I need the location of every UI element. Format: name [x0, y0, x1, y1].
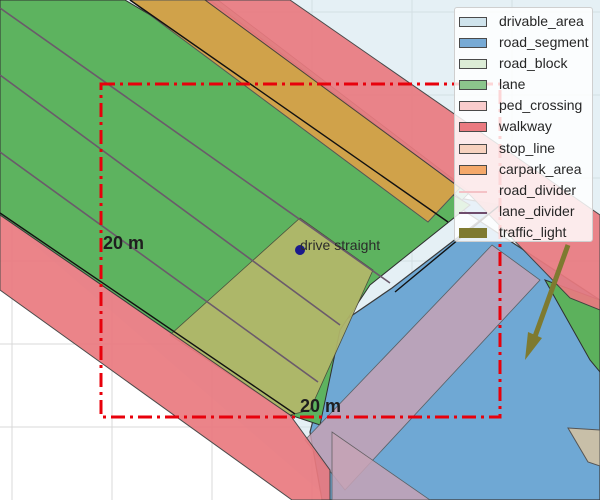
legend-label: stop_line [499, 139, 556, 156]
legend-swatch [459, 59, 487, 70]
stop-line-object [567, 427, 600, 467]
legend-item-ped-crossing: ped_crossing [459, 96, 592, 117]
distance-label-left: 20 m [103, 233, 145, 253]
ego-marker [295, 245, 305, 255]
legend-label: ped_crossing [499, 97, 583, 114]
legend-swatch [459, 143, 487, 154]
command-label: drive straight [300, 237, 381, 253]
walkway-lower [0, 214, 331, 500]
legend-item-carpark-area: carpark_area [459, 160, 592, 181]
lane-dividers [0, 7, 391, 383]
legend-swatch [459, 164, 487, 175]
legend-label: traffic_light [499, 223, 567, 240]
legend-label: walkway [499, 118, 552, 135]
legend-label: drivable_area [499, 13, 584, 29]
distance-label-bottom: 20 m [300, 396, 342, 416]
legend-swatch [459, 80, 487, 91]
legend-label: road_segment [499, 34, 589, 51]
legend-item-drivable-area: drivable_area [459, 12, 592, 33]
legend-label: road_block [499, 55, 568, 72]
legend-label: carpark_area [499, 160, 582, 177]
legend-label: lane_divider [499, 202, 575, 219]
ped-crossing-olive [169, 217, 374, 416]
traffic-light [525, 244, 571, 360]
legend-swatch [459, 38, 487, 49]
legend: drivable_area road_segment road_block la… [454, 7, 593, 242]
legend-item-road-block: road_block [459, 54, 592, 75]
legend-swatch [459, 101, 487, 112]
legend-swatch [459, 122, 487, 133]
legend-item-traffic-light: traffic_light [459, 223, 592, 244]
legend-label: lane [499, 76, 526, 93]
legend-item-lane: lane [459, 75, 592, 96]
legend-swatch [459, 17, 487, 27]
legend-swatch [459, 190, 487, 193]
legend-item-walkway: walkway [459, 117, 592, 138]
legend-item-stop-line: stop_line [459, 139, 592, 160]
legend-label: road_divider [499, 181, 577, 198]
ped-crossing-bottom [331, 431, 431, 500]
legend-swatch [459, 211, 487, 214]
legend-item-road-divider: road_divider [459, 181, 592, 202]
legend-item-lane-divider: lane_divider [459, 202, 592, 223]
legend-swatch [459, 227, 487, 238]
focus-box [99, 82, 502, 419]
legend-item-road-segment: road_segment [459, 33, 592, 54]
